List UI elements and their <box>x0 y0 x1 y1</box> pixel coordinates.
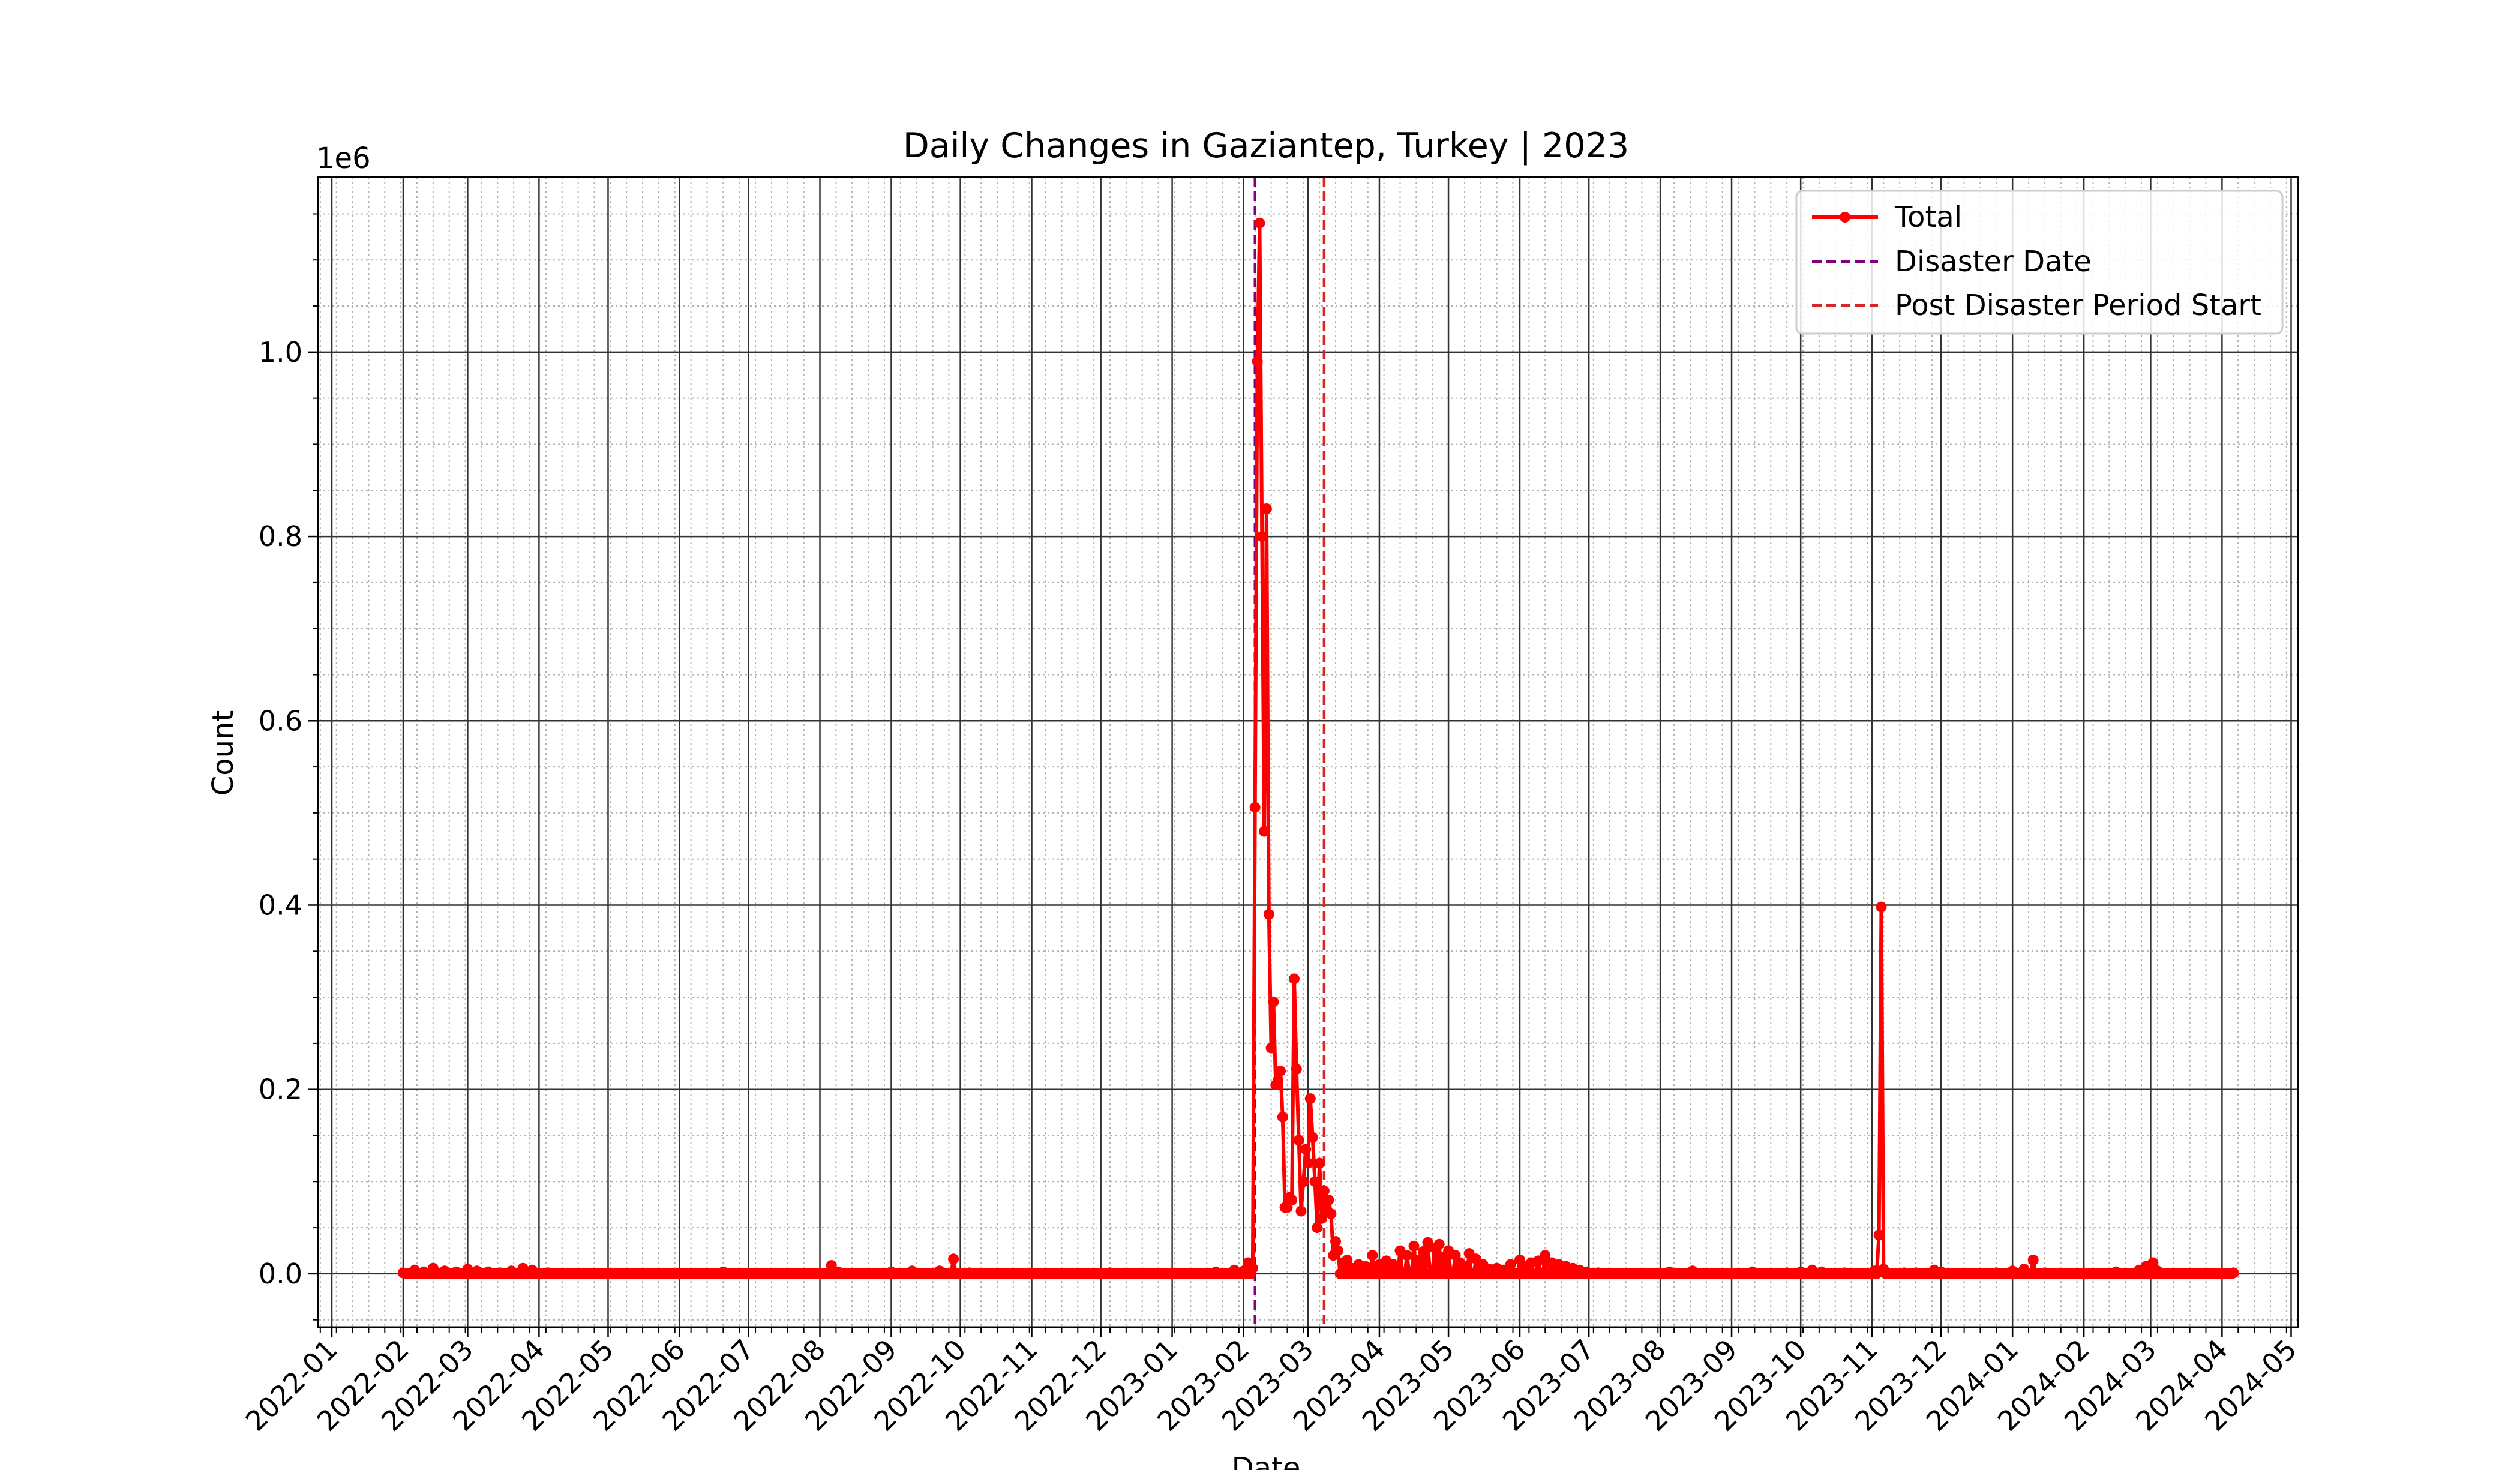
data-point <box>1277 1111 1288 1123</box>
data-point <box>1413 1254 1424 1265</box>
data-point <box>1247 1262 1258 1274</box>
data-point <box>1249 802 1261 813</box>
data-point <box>1295 1205 1307 1217</box>
y-tick-label: 0.0 <box>259 1258 302 1290</box>
data-point <box>1325 1208 1337 1220</box>
chart-title: Daily Changes in Gaziantep, Turkey | 202… <box>903 126 1629 166</box>
data-point <box>1252 356 1263 367</box>
y-tick-label: 0.2 <box>259 1073 302 1106</box>
legend-label-disaster-date: Disaster Date <box>1895 245 2092 278</box>
y-axis-offset-label: 1e6 <box>316 142 371 175</box>
data-point <box>1316 1213 1327 1224</box>
data-point <box>1318 1185 1330 1196</box>
legend-box <box>1795 190 2284 335</box>
data-point <box>1323 1195 1334 1205</box>
y-tick-label: 0.4 <box>259 889 302 921</box>
data-point <box>1259 826 1270 837</box>
y-axis-label: Count <box>206 710 240 796</box>
data-point <box>1275 1066 1286 1076</box>
y-tick-label: 0.8 <box>259 520 302 553</box>
data-point <box>1505 1259 1516 1270</box>
data-point <box>1332 1245 1343 1256</box>
data-point <box>1312 1222 1323 1234</box>
series-group <box>398 217 2239 1279</box>
data-point <box>1433 1238 1445 1250</box>
data-point <box>1876 901 1887 913</box>
data-point <box>1293 1135 1304 1146</box>
data-point <box>2147 1257 2159 1268</box>
data-point <box>2228 1267 2239 1279</box>
data-point <box>1417 1246 1429 1257</box>
data-point <box>1300 1144 1312 1155</box>
data-point <box>1367 1250 1378 1261</box>
data-point <box>1303 1157 1313 1169</box>
legend-label-total: Total <box>1894 200 1962 234</box>
data-point <box>1342 1254 1353 1265</box>
data-point <box>1265 1042 1277 1054</box>
legend-marker-total <box>1840 212 1850 223</box>
major-grid <box>318 177 2298 1327</box>
data-point <box>1263 908 1274 920</box>
data-point <box>948 1253 959 1265</box>
data-point <box>2027 1254 2039 1265</box>
legend-label-post-disaster: Post Disaster Period Start <box>1895 289 2261 322</box>
data-point <box>1314 1157 1325 1169</box>
data-point <box>1291 1063 1302 1075</box>
data-point <box>1307 1132 1318 1143</box>
data-point <box>826 1260 837 1271</box>
data-point <box>1540 1250 1551 1261</box>
data-point <box>1330 1236 1341 1247</box>
data-point <box>1254 217 1265 229</box>
data-point <box>1289 973 1300 985</box>
data-point <box>1402 1250 1412 1261</box>
data-point <box>1273 1075 1284 1086</box>
data-point <box>1388 1259 1399 1270</box>
data-point <box>1261 503 1272 514</box>
data-point <box>1286 1195 1298 1205</box>
data-point <box>1304 1093 1316 1105</box>
y-axis-ticks: 0.0 0.2 0.4 0.6 0.8 1.0 <box>259 213 318 1321</box>
y-tick-label: 0.6 <box>259 704 302 737</box>
data-point <box>1256 531 1268 542</box>
data-point <box>1309 1176 1321 1187</box>
data-point <box>1408 1240 1420 1252</box>
y-tick-label: 1.0 <box>259 336 302 368</box>
data-point <box>1873 1229 1885 1241</box>
x-axis-label: Date <box>1232 1451 1301 1470</box>
data-point <box>1298 1176 1309 1187</box>
data-point <box>1268 996 1279 1007</box>
legend: Total Disaster Date Post Disaster Period… <box>1795 190 2284 335</box>
